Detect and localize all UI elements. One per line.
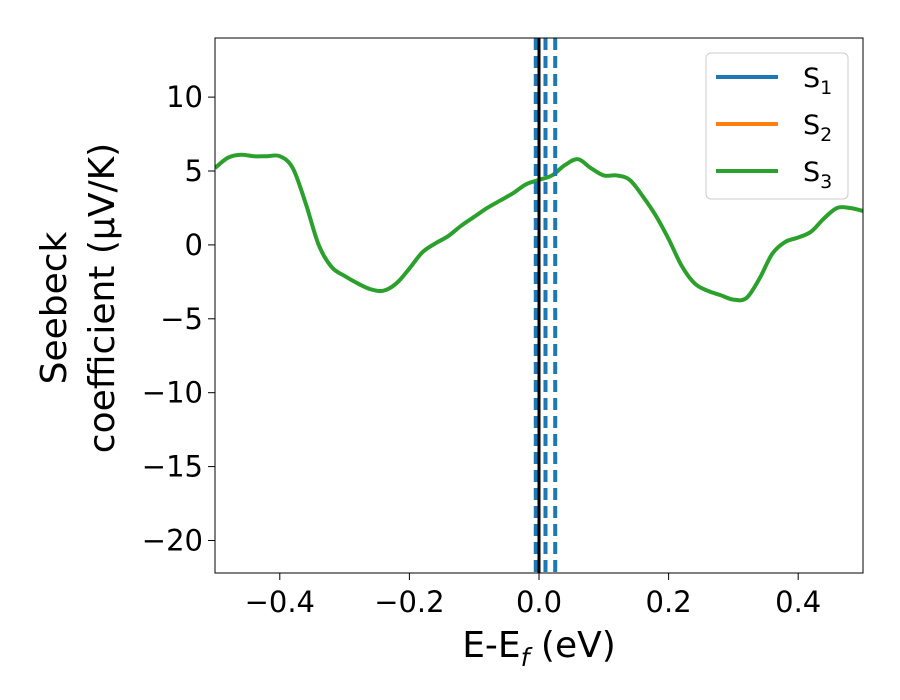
x-axis-title: E-Ef (eV) bbox=[462, 625, 616, 672]
legend-label-s1: S1 bbox=[803, 63, 832, 99]
y-tick-label: −10 bbox=[142, 376, 203, 410]
y-tick-label: 10 bbox=[166, 80, 203, 114]
x-tick-label: −0.2 bbox=[374, 585, 444, 619]
plot-lines bbox=[215, 38, 863, 573]
x-tick-label: −0.4 bbox=[245, 585, 315, 619]
x-tick-label: 0.4 bbox=[775, 585, 821, 619]
x-tick-label: 0.0 bbox=[516, 585, 562, 619]
y-tick-label: −15 bbox=[142, 450, 203, 484]
x-tick-label: 0.2 bbox=[646, 585, 692, 619]
legend-label-s2: S2 bbox=[803, 110, 832, 146]
y-tick-label: −5 bbox=[160, 302, 203, 336]
y-axis-title-line1: Seebeck bbox=[34, 231, 75, 384]
y-tick-label: −20 bbox=[142, 523, 203, 557]
y-axis: 10 5 0 −5 −10 −15 −20 bbox=[142, 80, 215, 557]
legend-label-s3: S3 bbox=[803, 157, 832, 193]
legend: S1 S2 S3 bbox=[705, 52, 849, 200]
y-axis-title-line2: coefficient (μV/K) bbox=[82, 143, 123, 453]
y-tick-label: 0 bbox=[185, 228, 203, 262]
y-tick-label: 5 bbox=[185, 154, 203, 188]
x-axis: −0.4 −0.2 0.0 0.2 0.4 bbox=[245, 573, 821, 619]
